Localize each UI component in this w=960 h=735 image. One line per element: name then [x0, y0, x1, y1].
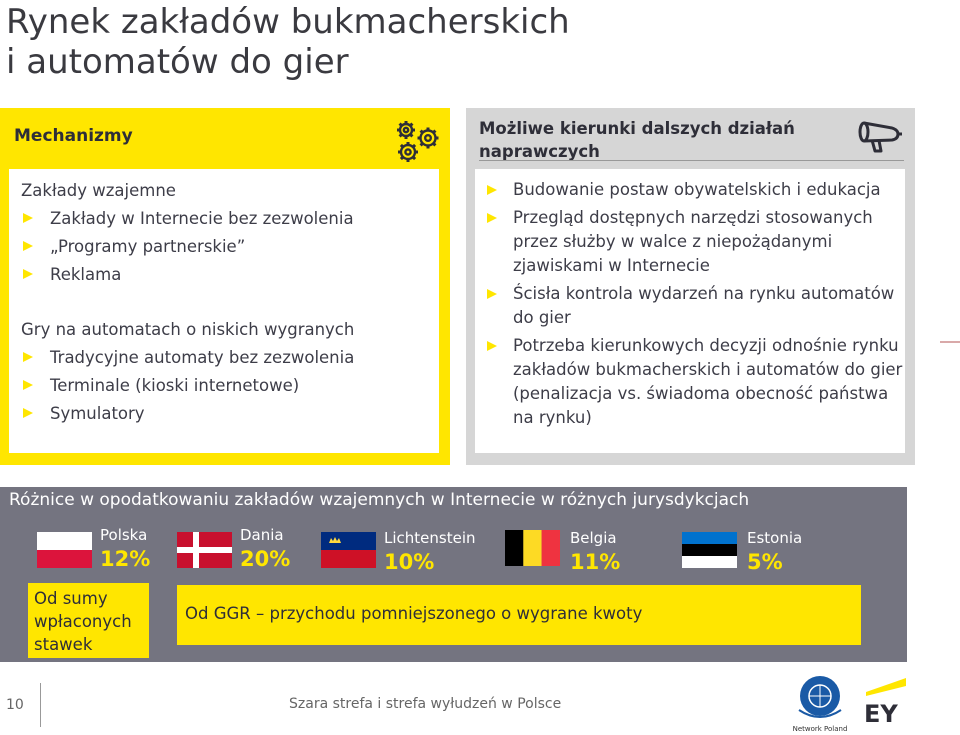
mechanisms-content: Zakłady wzajemne Zakłady w Internecie be…	[9, 169, 439, 453]
actions-content: Budowanie postaw obywatelskich i edukacj…	[475, 169, 905, 453]
mechanisms-header: Mechanizmy	[14, 126, 133, 146]
arrow-bullet-icon	[23, 352, 33, 362]
list-item: Potrzeba kierunkowych decyzji odnośnie r…	[487, 334, 905, 430]
actions-header: Możliwe kierunki dalszych działań napraw…	[479, 119, 795, 161]
estonia-flag-icon	[682, 532, 737, 568]
list-item: Symulatory	[21, 400, 439, 428]
footer-divider	[40, 683, 41, 727]
tax-rate-liechtenstein: 10%	[384, 550, 435, 574]
tax-rate-poland: 12%	[100, 547, 151, 571]
list-item: Ścisła kontrola wydarzeń na rynku automa…	[487, 282, 905, 330]
arrow-bullet-icon	[23, 269, 33, 279]
gears-icon	[397, 121, 439, 162]
page-title: Rynek zakładów bukmacherskich i automató…	[6, 2, 570, 82]
arrow-bullet-icon	[23, 213, 33, 223]
arrow-bullet-icon	[487, 213, 497, 223]
footer-text: Szara strefa i strefa wyłudzeń w Polsce	[289, 696, 562, 712]
actions-panel: Możliwe kierunki dalszych działań napraw…	[466, 108, 915, 465]
list-item: Terminale (kioski internetowe)	[21, 372, 439, 400]
mechanisms-panel: Mechanizmy Zakłady wzajemne Zakłady w	[0, 108, 450, 465]
arrow-bullet-icon	[487, 185, 497, 195]
list-item: Budowanie postaw obywatelskich i edukacj…	[487, 178, 905, 202]
basis-ggr-box: Od GGR – przychodu pomniejszonego o wygr…	[177, 585, 861, 645]
country-name-belgium: Belgia	[570, 529, 617, 547]
arrow-bullet-icon	[23, 408, 33, 418]
belgium-flag-icon	[505, 530, 560, 566]
arrow-bullet-icon	[487, 341, 497, 351]
list-item: Reklama	[21, 261, 439, 289]
list-item: Zakłady w Internecie bez zezwolenia	[21, 205, 439, 233]
group-label-betting: Zakłady wzajemne	[21, 181, 176, 200]
group-label-slot-machines: Gry na automatach o niskich wygranych	[21, 320, 355, 339]
page-title-line-1: Rynek zakładów bukmacherskich	[6, 2, 570, 42]
tax-rate-belgium: 11%	[570, 550, 621, 574]
country-name-estonia: Estonia	[747, 529, 803, 547]
ey-logo-text: EY	[864, 700, 898, 724]
poland-flag-icon	[37, 532, 92, 568]
tax-rate-estonia: 5%	[747, 550, 783, 574]
header-divider	[479, 160, 904, 161]
list-item: „Programy partnerskie”	[21, 233, 439, 261]
list-item: Przegląd dostępnych narzędzi stosowanych…	[487, 206, 905, 278]
megaphone-icon	[858, 121, 902, 153]
arrow-bullet-icon	[23, 380, 33, 390]
tax-rate-denmark: 20%	[240, 547, 291, 571]
country-name-denmark: Dania	[240, 526, 284, 544]
arrow-bullet-icon	[487, 289, 497, 299]
arrow-bullet-icon	[23, 241, 33, 251]
un-global-compact-logo: Network Poland	[793, 676, 847, 733]
side-marker	[940, 341, 960, 343]
ey-logo: EY	[864, 678, 906, 724]
liechtenstein-flag-icon	[321, 532, 376, 568]
denmark-flag-icon	[177, 532, 232, 568]
page-number: 10	[6, 697, 24, 713]
country-name-poland: Polska	[100, 526, 148, 544]
page-title-line-2: i automatów do gier	[6, 42, 349, 82]
taxation-header: Różnice w opodatkowaniu zakładów wzajemn…	[9, 490, 750, 510]
list-item: Tradycyjne automaty bez zezwolenia	[21, 344, 439, 372]
country-name-liechtenstein: Lichtenstein	[384, 529, 476, 547]
basis-stakes-box: Od sumy wpłaconych stawek	[28, 583, 149, 658]
ungc-caption: Network Poland	[793, 725, 847, 733]
